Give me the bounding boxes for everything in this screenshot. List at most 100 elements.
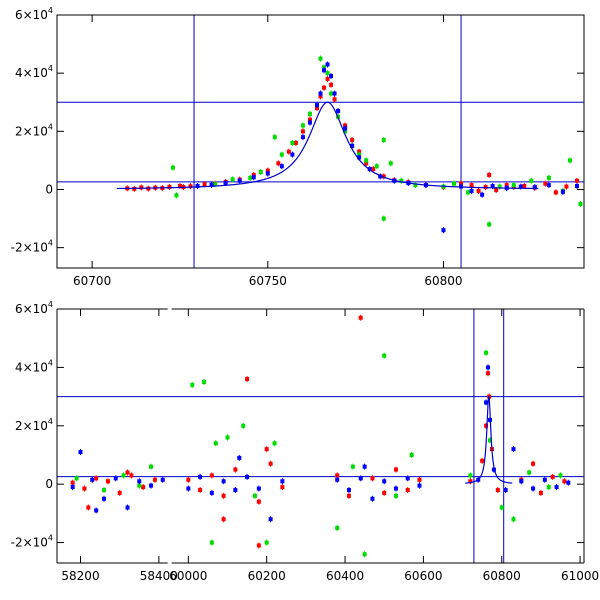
- data-point: [245, 474, 250, 479]
- data-point: [350, 138, 355, 143]
- data-point: [441, 228, 446, 233]
- data-point: [329, 82, 334, 87]
- data-point: [343, 126, 348, 131]
- data-point: [511, 447, 516, 452]
- x-tick-label: 60750: [249, 274, 287, 288]
- data-point: [350, 143, 355, 148]
- data-point: [574, 178, 579, 183]
- data-point: [129, 473, 134, 478]
- data-point: [248, 175, 253, 180]
- data-point: [487, 438, 492, 443]
- data-point: [543, 181, 548, 186]
- data-point: [487, 172, 492, 177]
- data-point: [167, 184, 172, 189]
- data-point: [532, 185, 537, 190]
- data-point: [74, 476, 79, 481]
- data-point: [264, 447, 269, 452]
- data-point: [90, 477, 95, 482]
- data-point: [452, 181, 457, 186]
- y-tick-label: 4×104: [15, 64, 53, 80]
- data-point: [251, 175, 256, 180]
- data-point: [230, 177, 235, 182]
- data-point: [538, 490, 543, 495]
- data-point: [132, 186, 137, 191]
- data-point: [469, 183, 474, 188]
- data-point: [325, 62, 330, 67]
- data-point: [553, 190, 558, 195]
- data-point: [494, 188, 499, 193]
- data-point: [405, 476, 410, 481]
- x-tick-label: 60000: [169, 569, 207, 583]
- data-point: [70, 485, 75, 490]
- data-point: [480, 458, 485, 463]
- data-point: [198, 474, 203, 479]
- data-point: [86, 505, 91, 510]
- data-point: [522, 183, 527, 188]
- data-point: [362, 552, 367, 557]
- data-point: [121, 473, 126, 478]
- data-point: [322, 68, 327, 73]
- data-point: [82, 486, 87, 491]
- data-point: [546, 485, 551, 490]
- data-point: [574, 183, 579, 188]
- data-point: [300, 123, 305, 128]
- y-tick-label: 2×104: [15, 122, 53, 138]
- x-tick-label: 60400: [326, 569, 364, 583]
- data-point: [152, 477, 157, 482]
- data-point: [137, 483, 142, 488]
- data-point: [527, 470, 532, 475]
- data-point: [381, 174, 386, 179]
- data-point: [290, 152, 295, 157]
- data-point: [484, 350, 489, 355]
- data-point: [307, 111, 312, 116]
- data-point: [233, 467, 238, 472]
- data-point: [258, 170, 263, 175]
- data-point: [484, 423, 489, 428]
- x-tick-label: 60600: [404, 569, 442, 583]
- data-point: [237, 178, 242, 183]
- data-point: [519, 479, 524, 484]
- data-point: [558, 473, 563, 478]
- data-point: [486, 365, 491, 370]
- data-point: [335, 473, 340, 478]
- data-point: [280, 485, 285, 490]
- y-tick-label: 0: [45, 182, 53, 196]
- fit-curve: [116, 101, 539, 190]
- data-point: [332, 91, 337, 96]
- data-point: [546, 175, 551, 180]
- data-point: [417, 483, 422, 488]
- data-point: [113, 476, 118, 481]
- x-tick-label: 61000: [561, 569, 599, 583]
- data-point: [94, 476, 99, 481]
- data-point: [280, 479, 285, 484]
- data-point: [487, 222, 492, 227]
- data-point: [276, 161, 281, 166]
- data-point: [237, 455, 242, 460]
- data-point: [268, 461, 273, 466]
- data-point: [346, 488, 351, 493]
- data-point: [307, 120, 312, 125]
- data-point: [160, 477, 165, 482]
- data-point: [268, 517, 273, 522]
- data-point: [318, 56, 323, 61]
- data-point: [469, 188, 474, 193]
- data-point: [209, 490, 214, 495]
- data-point: [371, 167, 376, 172]
- data-point: [209, 473, 214, 478]
- x-tick-label: 60800: [424, 274, 462, 288]
- data-point: [564, 184, 569, 189]
- data-point: [198, 488, 203, 493]
- plot-area: [57, 309, 584, 563]
- data-point: [202, 379, 207, 384]
- data-point: [221, 517, 226, 522]
- data-point: [190, 382, 195, 387]
- data-point: [399, 178, 404, 183]
- data-point: [300, 129, 305, 134]
- data-point: [497, 184, 502, 189]
- data-point: [370, 496, 375, 501]
- data-point: [149, 483, 154, 488]
- data-point: [256, 486, 261, 491]
- data-point: [495, 488, 500, 493]
- x-tick-label: 58200: [61, 569, 99, 583]
